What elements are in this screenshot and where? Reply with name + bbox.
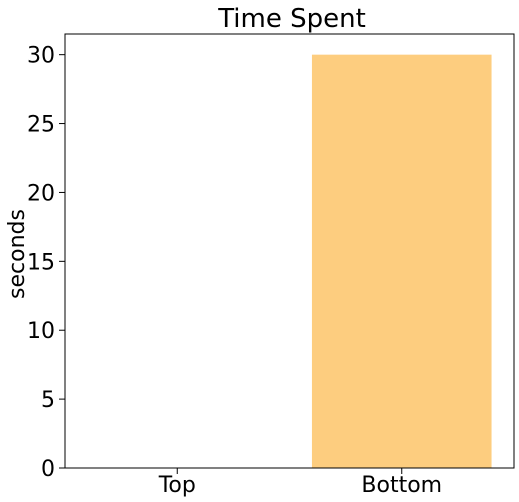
y-tick-label: 0	[41, 457, 55, 482]
plot-area: Top Bottom 0 5 10 15 20 25 30	[27, 33, 515, 498]
x-tick-label: Top	[158, 473, 196, 498]
y-tick-label: 25	[27, 113, 55, 138]
chart-title: Time Spent	[217, 4, 366, 34]
y-tick-label: 15	[27, 250, 55, 275]
x-tick-label: Bottom	[361, 473, 442, 498]
y-tick-label: 10	[27, 319, 55, 344]
y-tick-label: 30	[27, 44, 55, 69]
bar-bottom	[311, 54, 492, 469]
plot-frame	[64, 33, 515, 469]
y-axis-title: seconds	[5, 209, 30, 299]
y-tick-label: 5	[41, 388, 55, 413]
y-tick-label: 20	[27, 181, 55, 206]
